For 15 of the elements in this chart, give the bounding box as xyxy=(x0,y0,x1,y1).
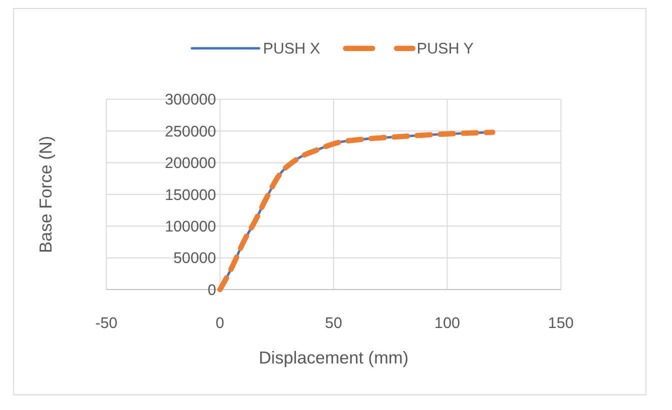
y-tick-label: 100000 xyxy=(164,218,216,236)
y-tick-label: 0 xyxy=(208,282,216,299)
x-axis-title: Displacement (mm) xyxy=(258,348,408,368)
y-tick-label: 300000 xyxy=(164,92,216,109)
x-tick-label: 100 xyxy=(434,315,460,332)
x-tick-label: 150 xyxy=(548,315,574,332)
y-tick-label: 50000 xyxy=(173,250,216,268)
y-axis-title: Base Force (N) xyxy=(36,136,56,254)
y-tick-label: 150000 xyxy=(164,186,216,204)
x-tick-label: 50 xyxy=(325,315,342,332)
y-tick-label: 250000 xyxy=(164,123,216,140)
legend-label: PUSH X xyxy=(262,40,320,58)
legend-label: PUSH Y xyxy=(416,40,474,58)
x-tick-label: -50 xyxy=(95,315,118,332)
y-tick-label: 200000 xyxy=(164,155,216,172)
